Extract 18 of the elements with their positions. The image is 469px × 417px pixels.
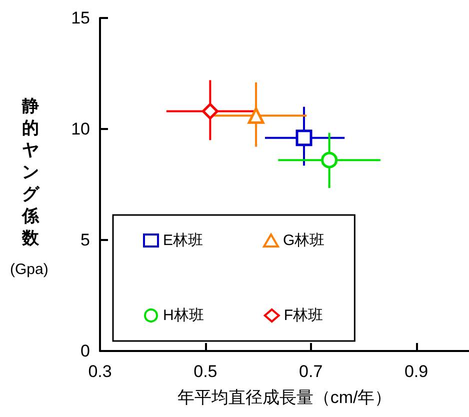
y-axis-title: 静的ヤング係数 (Gpa)	[10, 96, 48, 278]
y-tick-label: 10	[71, 120, 90, 138]
x-tick-label: 0.7	[299, 362, 323, 381]
x-tick-label: 0.9	[404, 362, 428, 381]
x-tick-label: 0.5	[194, 362, 218, 381]
x-axis-title: 年平均直径成長量（cm/年）	[177, 388, 392, 407]
legend-label: G林班	[283, 232, 325, 249]
point	[248, 107, 264, 124]
x-tick-label: 0.3	[88, 362, 112, 381]
y-tick-label: 5	[80, 230, 90, 250]
point	[296, 130, 312, 146]
point	[321, 152, 338, 168]
y-tick-label: 15	[71, 8, 90, 28]
y-tick-label: 0	[80, 342, 90, 360]
legend-label: F林班	[284, 307, 324, 324]
point	[202, 102, 218, 120]
legend-label: H林班	[163, 307, 204, 324]
legend-label: E林班	[163, 232, 204, 249]
